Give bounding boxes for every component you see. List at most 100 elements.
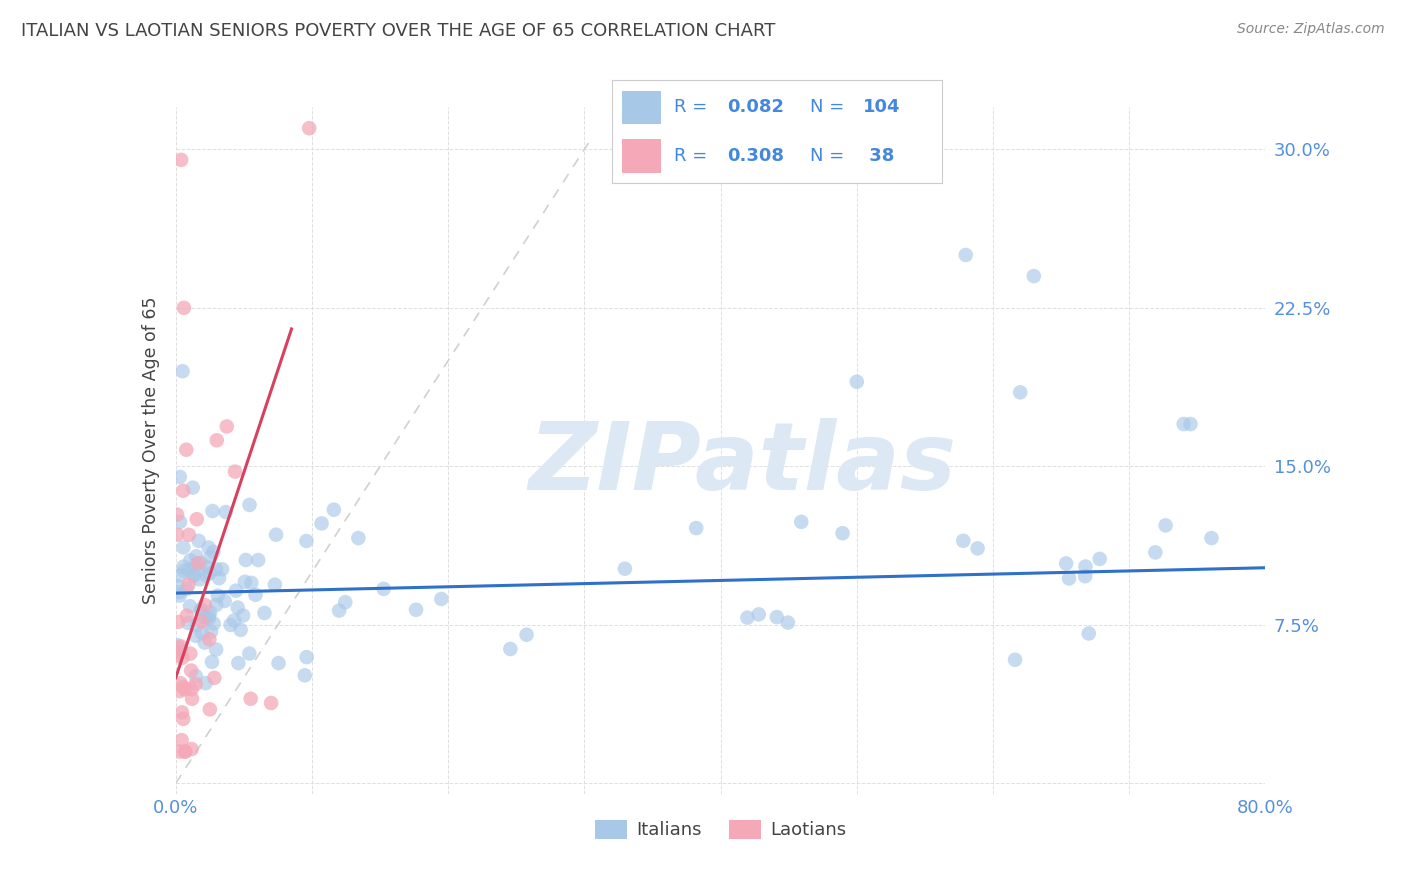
Point (176, 582, 198, 596)
Point (253, 606, 276, 620)
Text: 104: 104 (863, 98, 900, 117)
Point (238, 498, 260, 512)
Point (233, 574, 256, 589)
Text: Source: ZipAtlas.com: Source: ZipAtlas.com (1237, 22, 1385, 37)
Point (322, 502, 344, 516)
Point (180, 682, 202, 697)
Point (170, 706, 193, 720)
Point (1180, 417, 1202, 431)
Point (765, 610, 787, 624)
Point (183, 569, 205, 583)
Point (202, 616, 225, 631)
Point (177, 577, 200, 591)
Point (215, 505, 238, 519)
Text: 38: 38 (863, 146, 894, 165)
Point (190, 556, 212, 570)
Point (1144, 545, 1167, 559)
Point (226, 600, 249, 615)
Point (169, 515, 191, 529)
Point (311, 516, 333, 531)
Point (224, 465, 246, 479)
Point (215, 419, 238, 434)
Point (191, 625, 214, 640)
Text: 0.308: 0.308 (727, 146, 785, 165)
Point (173, 301, 195, 315)
Point (748, 607, 770, 622)
Point (174, 745, 197, 759)
Point (172, 680, 194, 694)
Point (197, 541, 219, 555)
Point (172, 483, 194, 498)
Point (1057, 571, 1080, 585)
Point (184, 669, 207, 683)
Point (180, 664, 202, 678)
Point (260, 696, 283, 710)
Point (229, 623, 252, 637)
Point (167, 585, 190, 599)
Point (328, 604, 350, 618)
Point (1022, 269, 1045, 284)
Point (170, 153, 193, 167)
Point (1077, 626, 1099, 640)
Point (247, 553, 270, 567)
Text: R =: R = (675, 98, 713, 117)
Point (219, 618, 242, 632)
Point (1054, 557, 1077, 571)
Point (195, 560, 218, 574)
Point (177, 615, 200, 630)
Point (186, 512, 208, 526)
Point (180, 742, 202, 756)
Point (1201, 531, 1223, 545)
Point (187, 556, 209, 570)
Text: ITALIAN VS LAOTIAN SENIORS POVERTY OVER THE AGE OF 65 CORRELATION CHART: ITALIAN VS LAOTIAN SENIORS POVERTY OVER … (21, 22, 776, 40)
Point (264, 527, 287, 541)
Point (200, 549, 222, 564)
Point (245, 588, 267, 602)
Point (295, 650, 318, 665)
Point (177, 528, 200, 542)
Point (179, 553, 201, 567)
Point (737, 610, 759, 624)
Point (201, 504, 224, 518)
Point (169, 470, 191, 484)
Point (169, 589, 191, 603)
Point (516, 628, 538, 642)
Point (831, 526, 853, 541)
Point (183, 567, 205, 582)
Point (198, 609, 221, 624)
Text: R =: R = (675, 146, 713, 165)
Point (169, 568, 191, 582)
Point (294, 668, 316, 682)
Text: N =: N = (810, 146, 849, 165)
Point (167, 646, 190, 660)
Point (177, 563, 200, 577)
Point (174, 682, 197, 697)
Point (166, 648, 188, 663)
Point (198, 566, 221, 581)
Point (239, 691, 262, 706)
FancyBboxPatch shape (621, 139, 661, 173)
Point (190, 615, 212, 629)
Point (1074, 559, 1097, 574)
Point (238, 647, 260, 661)
Point (170, 733, 193, 747)
Point (228, 656, 250, 670)
Point (173, 564, 195, 578)
Point (685, 521, 707, 535)
Point (169, 639, 191, 653)
Point (224, 614, 246, 628)
Point (952, 533, 974, 548)
Text: ZIPatlas: ZIPatlas (529, 418, 956, 510)
Point (1010, 385, 1032, 400)
Point (208, 571, 231, 585)
Point (186, 549, 208, 564)
Point (200, 624, 222, 639)
Point (188, 573, 211, 587)
Point (211, 562, 233, 576)
Point (194, 676, 217, 690)
Point (205, 598, 228, 612)
Point (167, 641, 190, 656)
Point (186, 618, 208, 632)
Point (202, 671, 225, 685)
Point (405, 603, 427, 617)
